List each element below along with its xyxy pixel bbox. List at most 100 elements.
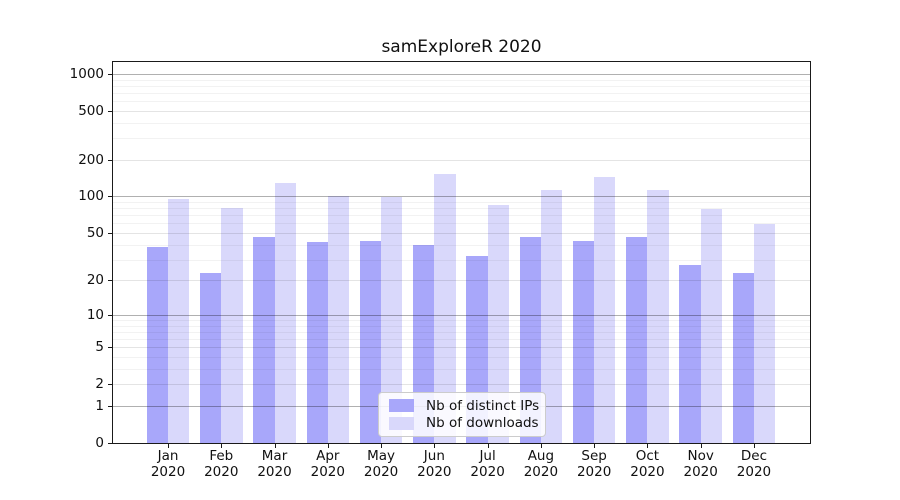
minor-gridline <box>113 159 810 161</box>
x-tickmark <box>327 444 329 448</box>
x-tickmark <box>221 444 223 448</box>
chart-title: samExploreR 2020 <box>381 37 542 57</box>
x-tickmark <box>381 444 383 448</box>
x-axis-tick-label-line: Jul <box>479 448 496 464</box>
bar-downloads <box>700 208 722 443</box>
legend-swatch-downloads <box>389 416 414 430</box>
minor-gridline <box>113 319 810 321</box>
minor-gridline <box>113 244 810 246</box>
bar-downloads <box>487 205 509 443</box>
minor-gridline <box>113 92 810 94</box>
minor-gridline <box>113 85 810 87</box>
x-axis-tick-label-line: 2020 <box>576 463 612 480</box>
x-axis-tick-label-line: Nov <box>687 448 714 464</box>
minor-gridline <box>113 208 810 210</box>
bar-downloads <box>540 189 563 443</box>
x-tickmark <box>274 444 276 448</box>
minor-gridline <box>113 368 810 370</box>
bar-distinct-ips <box>146 247 168 443</box>
y-axis-tick-label: 20 <box>86 272 104 289</box>
major-gridline <box>113 73 810 75</box>
legend-item-distinct-ips: Nb of distinct IPs <box>389 397 539 415</box>
y-axis-tick-label: 10 <box>86 306 104 323</box>
x-axis-tick-label-line: Oct <box>635 448 660 464</box>
x-axis-tick-label-line: Feb <box>209 448 234 464</box>
x-tickmark <box>647 444 649 448</box>
bar-distinct-ips <box>732 273 754 443</box>
x-tickmark <box>700 444 702 448</box>
major-gridline <box>113 196 810 198</box>
bar-distinct-ips <box>679 264 701 443</box>
y-axis-tick-label: 5 <box>95 339 104 356</box>
minor-gridline <box>113 347 810 349</box>
x-axis-tick-label: May 2020 <box>349 448 413 480</box>
x-tickmark <box>540 444 542 448</box>
x-tickmark <box>168 444 169 448</box>
y-axis-tick-label: 0 <box>95 435 104 451</box>
bar-downloads <box>327 196 350 443</box>
y-axis-tick-label: 50 <box>86 224 104 241</box>
bar-distinct-ips <box>199 273 222 443</box>
minor-gridline <box>113 202 810 203</box>
x-axis-tick-label-line: Sep <box>581 448 607 464</box>
y-axis-tick-label: 100 <box>78 188 104 205</box>
y-axis-tick-label: 2 <box>95 376 104 393</box>
minor-gridline <box>113 79 810 81</box>
x-axis-tick-label: Nov 2020 <box>669 448 733 480</box>
x-axis-tick-label-line: 2020 <box>150 463 186 480</box>
x-axis-tick-label-line: 2020 <box>470 463 505 480</box>
x-axis-tick-label: Oct 2020 <box>615 448 679 480</box>
minor-gridline <box>113 110 810 112</box>
bar-downloads <box>594 176 616 443</box>
x-axis-tick-label-line: Jan <box>157 448 179 464</box>
legend-label-distinct-ips: Nb of distinct IPs <box>426 397 540 414</box>
x-axis-tick-label: Jun 2020 <box>402 448 466 480</box>
bar-distinct-ips <box>626 237 648 443</box>
x-axis-tick-label: Jan 2020 <box>136 448 200 480</box>
bar-downloads <box>647 189 669 443</box>
minor-gridline <box>113 259 810 261</box>
bar-distinct-ips <box>359 240 382 443</box>
minor-gridline <box>113 232 810 234</box>
x-axis-tick-label-line: 2020 <box>257 463 292 480</box>
y-axis-tick-label: 1 <box>95 397 104 414</box>
x-axis-tick-label-line: May <box>367 448 396 464</box>
x-tickmark <box>594 444 596 448</box>
x-axis-tick-label: Feb 2020 <box>189 448 253 480</box>
x-axis-tick-label: Sep 2020 <box>562 448 626 480</box>
x-tickmark <box>434 444 436 448</box>
x-axis-tick-label: Jul 2020 <box>456 448 520 480</box>
minor-gridline <box>113 339 810 341</box>
x-axis-tick-label-line: 2020 <box>523 463 559 480</box>
x-axis-tick-label-line: Dec <box>740 448 768 464</box>
x-axis-tick-label: Aug 2020 <box>509 448 573 480</box>
minor-gridline <box>113 215 810 217</box>
legend-item-downloads: Nb of downloads <box>389 415 539 433</box>
bar-downloads <box>381 196 403 443</box>
x-axis-tick-label-line: 2020 <box>736 463 772 480</box>
bar-downloads <box>434 173 456 443</box>
bar-distinct-ips <box>306 242 328 443</box>
x-axis-tick-label: Mar 2020 <box>243 448 307 480</box>
minor-gridline <box>113 101 810 103</box>
bar-downloads <box>753 224 776 443</box>
legend-swatch-distinct-ips <box>389 399 414 413</box>
x-tickmark <box>753 444 755 448</box>
bar-distinct-ips <box>572 240 595 443</box>
y-axis-tick-label: 200 <box>78 151 104 168</box>
x-axis-tick-label-line: Jun <box>423 448 445 464</box>
legend-label-downloads: Nb of downloads <box>426 415 539 432</box>
minor-gridline <box>113 280 810 282</box>
plot-area <box>112 61 811 444</box>
x-axis-tick-label-line: 2020 <box>363 463 399 480</box>
minor-gridline <box>113 357 810 359</box>
y-axis-tick-label: 1000 <box>69 65 104 82</box>
bar-downloads <box>274 182 296 443</box>
minor-gridline <box>113 122 810 124</box>
major-gridline <box>113 314 810 316</box>
x-axis-tick-label-line: 2020 <box>417 463 452 480</box>
x-axis-tick-label-line: 2020 <box>204 463 239 480</box>
bar-distinct-ips <box>253 237 275 443</box>
x-axis-tick-label: Dec 2020 <box>722 448 786 480</box>
